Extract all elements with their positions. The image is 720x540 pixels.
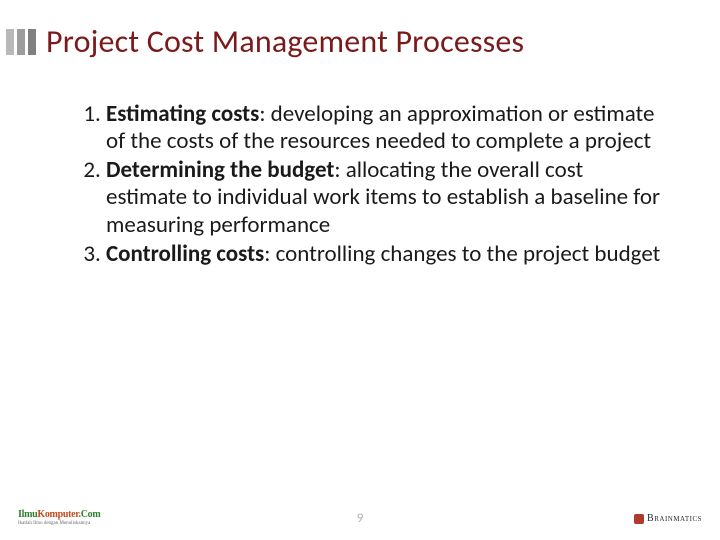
list-item-lead: Estimating costs [106, 100, 259, 128]
slide-footer: IlmuKomputer.Com Ikatlah Ilmu dengan Men… [0, 496, 720, 526]
slide: Project Cost Management Processes Estima… [0, 0, 720, 540]
footer-logo-left-brand: IlmuKomputer.Com [18, 510, 100, 520]
brand-part-suf: .Com [79, 509, 101, 520]
title-row: Project Cost Management Processes [0, 0, 720, 61]
slide-body: Estimating costs: developing an approxim… [0, 61, 720, 268]
list-item: Controlling costs: controlling changes t… [106, 241, 666, 268]
brand-part-pre: Ilmu [18, 509, 37, 520]
list-item-lead: Controlling costs [106, 240, 264, 268]
accent-bar-1 [6, 29, 14, 55]
footer-logo-right: Brainmatics [634, 513, 702, 524]
page-number: 9 [357, 511, 364, 526]
list-item-lead: Determining the budget [106, 156, 334, 184]
list-item: Determining the budget: allocating the o… [106, 157, 666, 238]
accent-bar-2 [17, 29, 25, 55]
accent-bar-3 [28, 29, 36, 55]
footer-logo-left-tagline: Ikatlah Ilmu dengan Menuliskannya [18, 521, 100, 526]
slide-title: Project Cost Management Processes [46, 22, 524, 61]
numbered-list: Estimating costs: developing an approxim… [70, 101, 666, 268]
footer-logo-left: IlmuKomputer.Com Ikatlah Ilmu dengan Men… [18, 510, 100, 526]
brainmatics-chip-icon [634, 514, 644, 524]
title-accent-bars [6, 29, 36, 55]
footer-logo-right-brand: Brainmatics [647, 513, 702, 524]
list-item-rest: : controlling changes to the project bud… [264, 240, 660, 268]
list-item: Estimating costs: developing an approxim… [106, 101, 666, 155]
brand-part-mid: Komputer [37, 509, 78, 520]
